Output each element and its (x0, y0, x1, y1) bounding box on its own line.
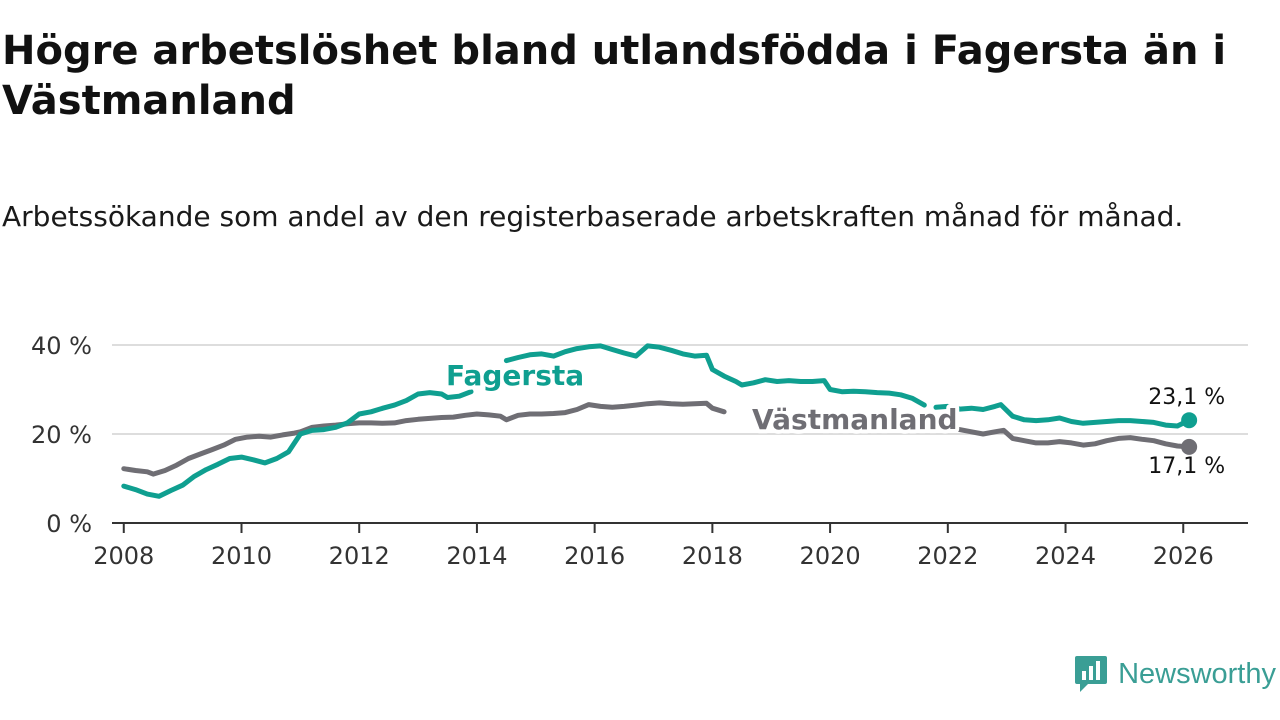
y-tick-label: 0 % (46, 510, 92, 538)
end-dot-fagersta (1181, 412, 1198, 429)
series-labels: 23,1 %17,1 %FagerstaFagerstaVästmanlandV… (442, 355, 1225, 479)
x-tick-label: 2016 (564, 542, 625, 570)
series-line-fagersta (503, 343, 927, 408)
chart-subtitle: Arbetssökande som andel av den registerb… (2, 200, 1184, 233)
series-lines (121, 343, 1198, 499)
chart-title: Högre arbetslöshet bland utlandsfödda i … (2, 28, 1227, 124)
series-label-fagersta: Fagersta (446, 359, 584, 392)
end-value-label-fagersta: 23,1 % (1148, 385, 1225, 410)
x-tick-label: 2010 (211, 542, 272, 570)
x-tick-label: 2018 (682, 542, 743, 570)
series-line-vastmanland (921, 418, 1192, 450)
newsworthy-logo: Newsworthy (1074, 652, 1276, 696)
y-axis: 0 % 20 % 40 % (31, 332, 92, 538)
x-tick-label: 2024 (1035, 542, 1096, 570)
series-line-fagersta (121, 389, 474, 499)
y-tick-label: 40 % (31, 332, 92, 360)
series-line-fagersta (933, 402, 1192, 429)
x-tick-label: 2008 (93, 542, 154, 570)
x-tick-label: 2012 (329, 542, 390, 570)
x-tick-label: 2020 (800, 542, 861, 570)
series-label-vastmanland-halo: Västmanland (752, 403, 958, 436)
x-tick-label: 2022 (917, 542, 978, 570)
end-value-label-vastmanland: 17,1 % (1148, 454, 1225, 479)
series-label-vastmanland: Västmanland (752, 403, 958, 436)
newsworthy-icon (1075, 656, 1108, 692)
x-axis: 2008 2010 2012 2014 2016 2018 2020 2022 2024 2026 (93, 522, 1248, 570)
brand-name: Newsworthy (1118, 657, 1276, 690)
x-tick-label: 2026 (1153, 542, 1214, 570)
series-label-fagersta-halo: Fagersta (446, 359, 584, 392)
series-line-vastmanland (121, 400, 727, 477)
x-tick-label: 2014 (446, 542, 507, 570)
end-dot-vastmanland (1181, 438, 1198, 455)
y-tick-label: 20 % (31, 421, 92, 449)
